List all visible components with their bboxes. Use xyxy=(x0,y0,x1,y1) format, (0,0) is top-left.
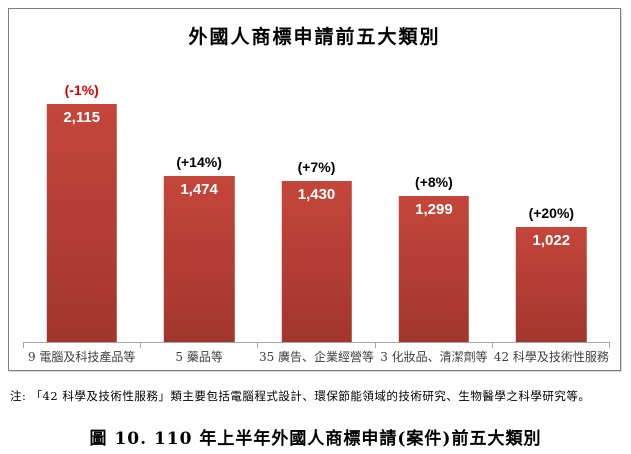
category-label: 35 廣告、企業經營等 xyxy=(258,350,375,364)
axis-tick xyxy=(257,343,374,348)
category-axis: 9 電腦及科技產品等 5 藥品等 35 廣告、企業經營等 3 化妝品、清潔劑等 42 科… xyxy=(23,348,610,366)
plot-area: (-1%) 2,115 (+14%) 1,474 (+7%) 1,430 (+8%) 1,29… xyxy=(23,82,611,366)
bar-column: (+20%) 1,022 xyxy=(493,104,610,342)
bar-value-label: 2,115 xyxy=(63,109,101,126)
bar: 1,022 xyxy=(516,227,587,342)
bar-value-label: 1,474 xyxy=(180,181,218,198)
category-label: 42 科學及技術性服務 xyxy=(493,350,609,364)
bar-column: (-1%) 2,115 xyxy=(23,82,140,342)
chart-figure: 外國人商標申請前五大類別 (-1%) 2,115 (+14%) 1,474 (+7%) 1… xyxy=(8,8,621,371)
bar-value-label: 1,299 xyxy=(415,201,453,218)
axis-tick xyxy=(23,343,140,348)
bar-pct-label: (+7%) xyxy=(297,159,336,175)
axis-tick xyxy=(140,343,257,348)
bar: 1,430 xyxy=(281,181,352,342)
bars-row: (-1%) 2,115 (+14%) 1,474 (+7%) 1,430 (+8%) 1,29… xyxy=(23,82,610,343)
bar-column: (+14%) 1,474 xyxy=(140,104,257,342)
axis-tick xyxy=(491,343,611,348)
bar-pct-label: (+8%) xyxy=(415,174,453,190)
figure-note: 注: 「42 科學及技術性服務」類主要包括電腦程式設計、環保節能領域的技術研究、… xyxy=(10,389,591,403)
bar-column: (+8%) 1,299 xyxy=(375,104,492,342)
bar-column: (+7%) 1,430 xyxy=(258,104,375,342)
bar-value-label: 1,430 xyxy=(297,186,336,203)
figure-caption: 圖 10. 110 年上半年外國人商標申請(案件)前五大類別 xyxy=(89,429,542,449)
bar: 1,299 xyxy=(398,196,470,342)
bar-pct-label: (-1%) xyxy=(64,82,99,98)
category-label: 9 電腦及科技產品等 xyxy=(27,350,136,364)
bar: 2,115 xyxy=(46,104,117,342)
bar-value-label: 1,022 xyxy=(532,232,571,249)
chart-title: 外國人商標申請前五大類別 xyxy=(188,26,441,48)
bar: 1,474 xyxy=(163,176,235,342)
axis-tick xyxy=(374,343,492,348)
bar-pct-label: (+20%) xyxy=(528,205,575,221)
bar-pct-label: (+14%) xyxy=(176,154,222,170)
category-label: 3 化妝品、清潔劑等 xyxy=(380,350,488,364)
axis-ticks xyxy=(23,343,611,348)
category-label: 5 藥品等 xyxy=(175,350,223,364)
